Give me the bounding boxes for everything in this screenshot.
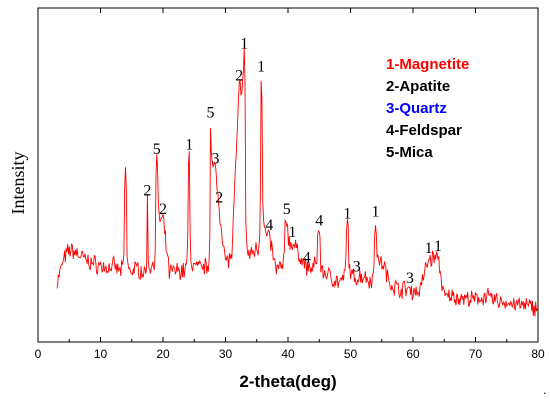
x-tick-label: 50: [344, 347, 358, 361]
x-axis-ticks: [37, 8, 539, 342]
x-tick-label: 40: [281, 347, 295, 361]
y-axis-title: Intensity: [8, 152, 28, 215]
legend-entry: 3-Quartz: [386, 100, 447, 117]
stray-mark: .: [543, 382, 547, 397]
x-axis-title: 2-theta(deg): [239, 372, 336, 391]
peak-label: 4: [315, 213, 323, 230]
peak-label: 1: [240, 35, 248, 52]
peak-label: 4: [265, 217, 273, 234]
x-tick-label: 80: [531, 347, 545, 361]
peak-label: 2: [143, 183, 151, 200]
peak-label: 1: [185, 137, 193, 154]
peak-label: 1: [343, 206, 351, 223]
peak-label: 2: [235, 68, 243, 85]
peak-label: 1: [257, 58, 265, 75]
x-tick-label: 30: [219, 347, 233, 361]
peak-label: 1: [288, 224, 296, 241]
peak-label: 3: [212, 150, 220, 167]
legend-entry: 1-Magnetite: [386, 56, 469, 73]
x-tick-label: 10: [94, 347, 108, 361]
peak-label: 5: [207, 104, 215, 121]
x-axis-tick-labels: 0 10 20 30 40 50 60 70 80: [35, 347, 545, 361]
peak-label: 1: [372, 203, 380, 220]
peak-label: 2: [215, 190, 223, 207]
peak-label: 1: [425, 240, 433, 257]
peak-label: 2: [159, 201, 167, 218]
peak-label: 5: [283, 201, 291, 218]
peak-label: 5: [153, 141, 161, 158]
peak-label: 3: [353, 259, 361, 276]
series-layer: [56, 47, 539, 317]
legend-entry: 5-Mica: [386, 144, 433, 161]
peak-label: 1: [434, 238, 442, 255]
peak-label: 3: [406, 270, 414, 287]
legend-entry: 2-Apatite: [386, 78, 450, 95]
x-tick-label: 0: [35, 347, 42, 361]
legend-entry: 4-Feldspar: [386, 122, 462, 139]
series-line: [56, 47, 539, 317]
x-tick-label: 70: [469, 347, 483, 361]
x-tick-label: 60: [406, 347, 420, 361]
x-tick-label: 20: [156, 347, 170, 361]
peak-label: 4: [303, 249, 311, 266]
legend: 1-Magnetite 2-Apatite 3-Quartz 4-Feldspar 5-…: [386, 56, 469, 161]
